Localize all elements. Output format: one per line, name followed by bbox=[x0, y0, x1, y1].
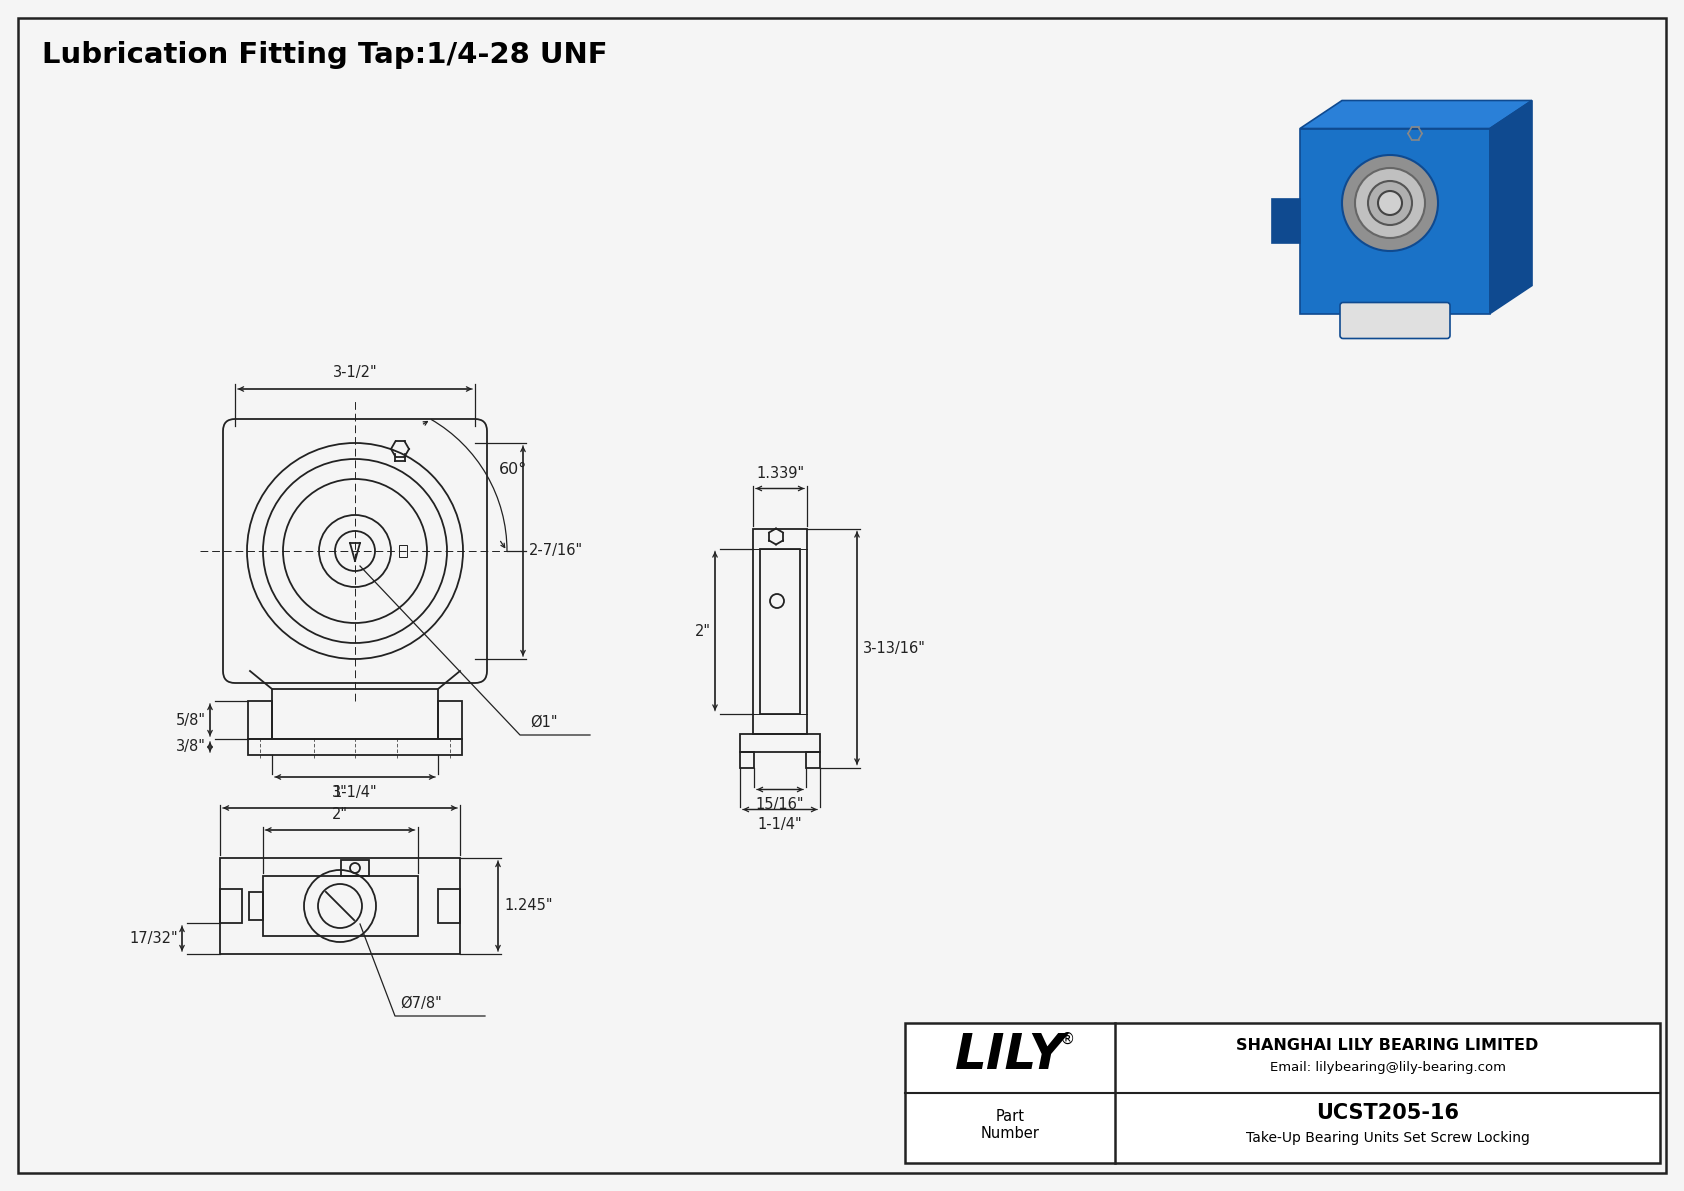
Text: 2": 2" bbox=[332, 807, 349, 822]
Bar bbox=[753, 529, 807, 734]
Text: Lubrication Fitting Tap:1/4-28 UNF: Lubrication Fitting Tap:1/4-28 UNF bbox=[42, 40, 608, 69]
Text: 3": 3" bbox=[332, 785, 349, 800]
Circle shape bbox=[1367, 181, 1411, 225]
Bar bbox=[340, 860, 369, 877]
Bar bbox=[739, 752, 754, 767]
Bar bbox=[248, 738, 461, 755]
Bar bbox=[221, 888, 242, 923]
Bar bbox=[263, 877, 418, 936]
Polygon shape bbox=[1490, 100, 1532, 313]
Text: 2-7/16": 2-7/16" bbox=[529, 543, 583, 559]
Text: 15/16": 15/16" bbox=[756, 797, 805, 811]
Text: 2": 2" bbox=[695, 624, 711, 638]
Text: Ø7/8": Ø7/8" bbox=[401, 996, 441, 1011]
Text: 3-1/2": 3-1/2" bbox=[333, 364, 377, 380]
Text: 3/8": 3/8" bbox=[177, 740, 205, 755]
Text: 1.245": 1.245" bbox=[504, 898, 552, 913]
Bar bbox=[1490, 199, 1517, 243]
FancyBboxPatch shape bbox=[1340, 303, 1450, 338]
Bar bbox=[904, 1023, 1660, 1162]
Bar bbox=[273, 690, 438, 738]
Text: SHANGHAI LILY BEARING LIMITED: SHANGHAI LILY BEARING LIMITED bbox=[1236, 1037, 1539, 1053]
Text: Take-Up Bearing Units Set Screw Locking: Take-Up Bearing Units Set Screw Locking bbox=[1246, 1131, 1529, 1145]
Text: UCST205-16: UCST205-16 bbox=[1315, 1103, 1458, 1123]
Text: 3-13/16": 3-13/16" bbox=[862, 641, 926, 655]
Circle shape bbox=[1378, 191, 1403, 216]
Text: Part
Number: Part Number bbox=[980, 1109, 1039, 1141]
Bar bbox=[249, 892, 263, 919]
Bar bbox=[248, 701, 273, 738]
Text: LILY: LILY bbox=[955, 1031, 1066, 1079]
Bar bbox=[438, 888, 460, 923]
Polygon shape bbox=[1300, 100, 1532, 129]
Text: Email: lilybearing@lily-bearing.com: Email: lilybearing@lily-bearing.com bbox=[1270, 1060, 1505, 1073]
Polygon shape bbox=[1300, 129, 1490, 313]
Text: Ø1": Ø1" bbox=[530, 715, 557, 730]
Text: 60°: 60° bbox=[498, 462, 527, 478]
Text: 1-1/4": 1-1/4" bbox=[758, 817, 802, 831]
Text: ®: ® bbox=[1061, 1031, 1076, 1047]
Bar bbox=[1271, 199, 1300, 243]
Circle shape bbox=[1356, 168, 1425, 238]
Text: 1.339": 1.339" bbox=[756, 466, 803, 480]
Bar bbox=[438, 701, 461, 738]
Bar bbox=[759, 549, 800, 713]
Bar bbox=[221, 858, 460, 954]
Circle shape bbox=[1342, 155, 1438, 251]
Bar bbox=[807, 752, 820, 767]
Bar bbox=[739, 734, 820, 752]
Bar bbox=[399, 545, 408, 557]
Text: 5/8": 5/8" bbox=[177, 712, 205, 728]
Text: 1-1/4": 1-1/4" bbox=[333, 785, 377, 800]
Text: 17/32": 17/32" bbox=[130, 931, 179, 946]
